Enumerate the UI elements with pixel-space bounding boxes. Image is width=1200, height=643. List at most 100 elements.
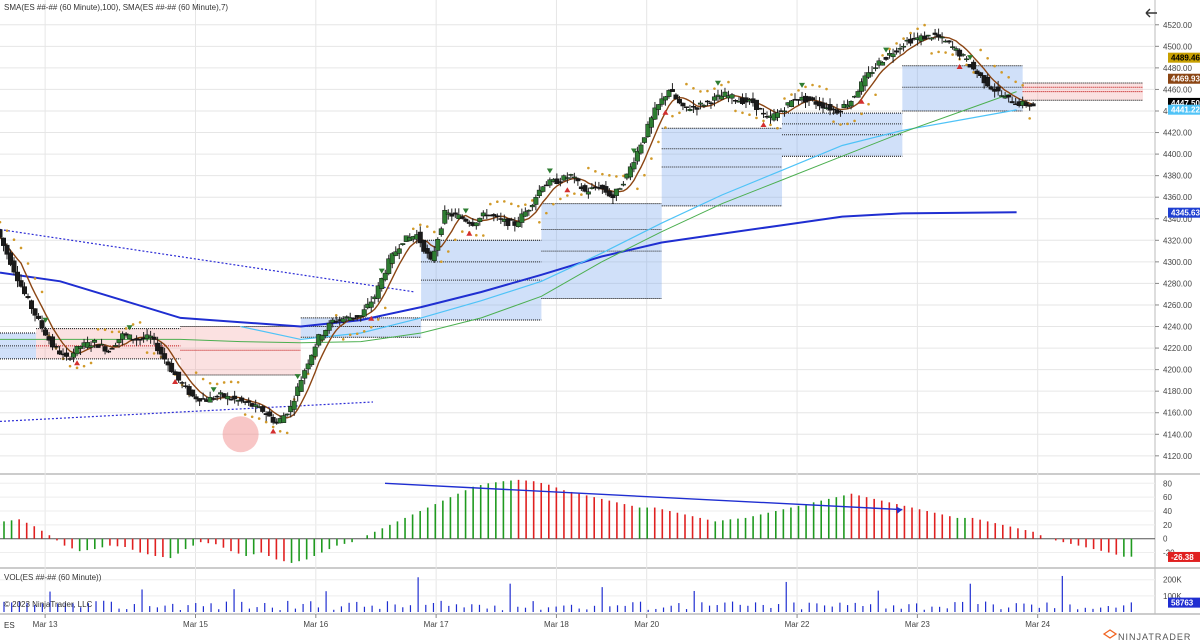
candle-body: [880, 62, 886, 66]
candle-body: [8, 252, 13, 265]
candle-body: [71, 352, 77, 358]
time-tick-label: Mar 15: [183, 620, 208, 629]
price-tag-label: 4489.46: [1171, 54, 1200, 63]
parabolic-sar-dot: [783, 97, 786, 100]
candle-body: [232, 395, 238, 400]
swing-high-marker: [42, 317, 49, 323]
candle-body: [855, 91, 861, 98]
parabolic-sar-dot: [138, 321, 142, 324]
parabolic-sar-dot: [692, 87, 695, 90]
symbol-label: ES: [4, 621, 15, 630]
candle-body: [151, 336, 157, 340]
candle-body: [85, 342, 91, 348]
candle-body: [704, 100, 710, 103]
parabolic-sar-dot: [215, 382, 219, 386]
parabolic-sar-dot: [201, 377, 205, 381]
price-tick-label: 4320.00: [1163, 236, 1192, 245]
parabolic-sar-dot: [0, 220, 2, 224]
parabolic-sar-dot: [965, 63, 968, 67]
candle-body: [820, 102, 826, 109]
parabolic-sar-dot: [369, 325, 373, 329]
parabolic-sar-dot: [376, 318, 380, 321]
parabolic-sar-dot: [839, 123, 842, 126]
brand-logo-text: NINJATRADER: [1118, 632, 1191, 642]
candle-body: [782, 110, 787, 113]
parabolic-sar-dot: [348, 333, 352, 337]
candle-body: [421, 240, 427, 252]
osc-value-label: -26.38: [1171, 553, 1194, 562]
candle-body: [810, 97, 816, 101]
parabolic-sar-dot: [538, 220, 541, 224]
osc-tick-label: 80: [1163, 479, 1172, 488]
back-arrow-icon[interactable]: [1145, 8, 1157, 18]
candle-body: [29, 300, 35, 310]
parabolic-sar-dot: [972, 71, 975, 74]
candle-body: [638, 144, 644, 154]
sma-7-line: [0, 35, 1034, 419]
time-tick-label: Mar 13: [33, 620, 58, 629]
candle-body: [631, 162, 637, 170]
candle-body: [978, 72, 984, 76]
swing-low-marker: [466, 230, 473, 236]
price-tick-label: 4280.00: [1163, 279, 1192, 288]
candle-body: [438, 228, 444, 235]
parabolic-sar-dot: [713, 87, 716, 90]
swing-high-marker: [294, 374, 301, 380]
parabolic-sar-dot: [902, 37, 905, 40]
candle-body: [92, 340, 98, 343]
candle-body: [246, 400, 252, 403]
candle-body: [351, 317, 357, 320]
parabolic-sar-dot: [580, 193, 583, 196]
dotted-trendline: [0, 228, 416, 293]
swing-low-marker: [760, 122, 767, 128]
candle-body: [291, 400, 297, 410]
candle-body: [729, 94, 735, 99]
parabolic-sar-dot: [846, 122, 849, 126]
candle-body: [102, 346, 108, 352]
divergence-line: [384, 482, 903, 511]
osc-tick-label: 40: [1163, 507, 1172, 516]
time-tick-label: Mar 17: [424, 620, 449, 629]
zone-boxes: [0, 65, 1143, 453]
swing-low-marker: [858, 98, 865, 104]
candle-body: [179, 382, 185, 384]
parabolic-sar-dot: [643, 173, 646, 177]
parabolic-sar-dot: [825, 87, 828, 91]
candle-body: [694, 107, 700, 110]
candle-body: [116, 339, 122, 344]
candle-body: [613, 188, 619, 196]
parabolic-sar-dot: [587, 166, 590, 170]
candle-body: [533, 197, 539, 205]
candle-body: [957, 49, 963, 57]
candle-body: [211, 398, 217, 400]
parabolic-sar-dot: [1014, 80, 1017, 84]
parabolic-sar-dot: [797, 89, 800, 92]
candle-body: [582, 185, 588, 192]
price-tag: [1168, 207, 1200, 218]
candle-body: [375, 285, 381, 299]
candle-body: [901, 45, 907, 48]
candle-body: [964, 58, 970, 61]
parabolic-sar-dot: [1000, 71, 1003, 74]
candle-body: [652, 107, 658, 120]
candle-body: [838, 110, 844, 113]
price-tick-label: 4300.00: [1163, 258, 1192, 267]
blue-zone-box: [902, 65, 1023, 111]
candle-body: [701, 104, 707, 107]
sma-100-line: [0, 91, 1017, 344]
swing-low-marker: [662, 109, 669, 115]
price-tag-label: 4469.93: [1171, 75, 1200, 84]
parabolic-sar-dot: [334, 313, 338, 317]
candle-body: [32, 308, 38, 316]
osc-tick-label: 20: [1163, 521, 1172, 530]
candle-body: [753, 99, 759, 110]
divergence-arrowhead: [896, 506, 903, 514]
candle-body: [480, 212, 486, 217]
parabolic-sar-dot: [909, 31, 912, 35]
price-tick-label: 4180.00: [1163, 387, 1192, 396]
parabolic-sar-dot: [19, 246, 23, 250]
candle-body: [158, 346, 164, 355]
parabolic-sar-dot: [425, 225, 429, 228]
highlight-circle: [222, 416, 259, 453]
